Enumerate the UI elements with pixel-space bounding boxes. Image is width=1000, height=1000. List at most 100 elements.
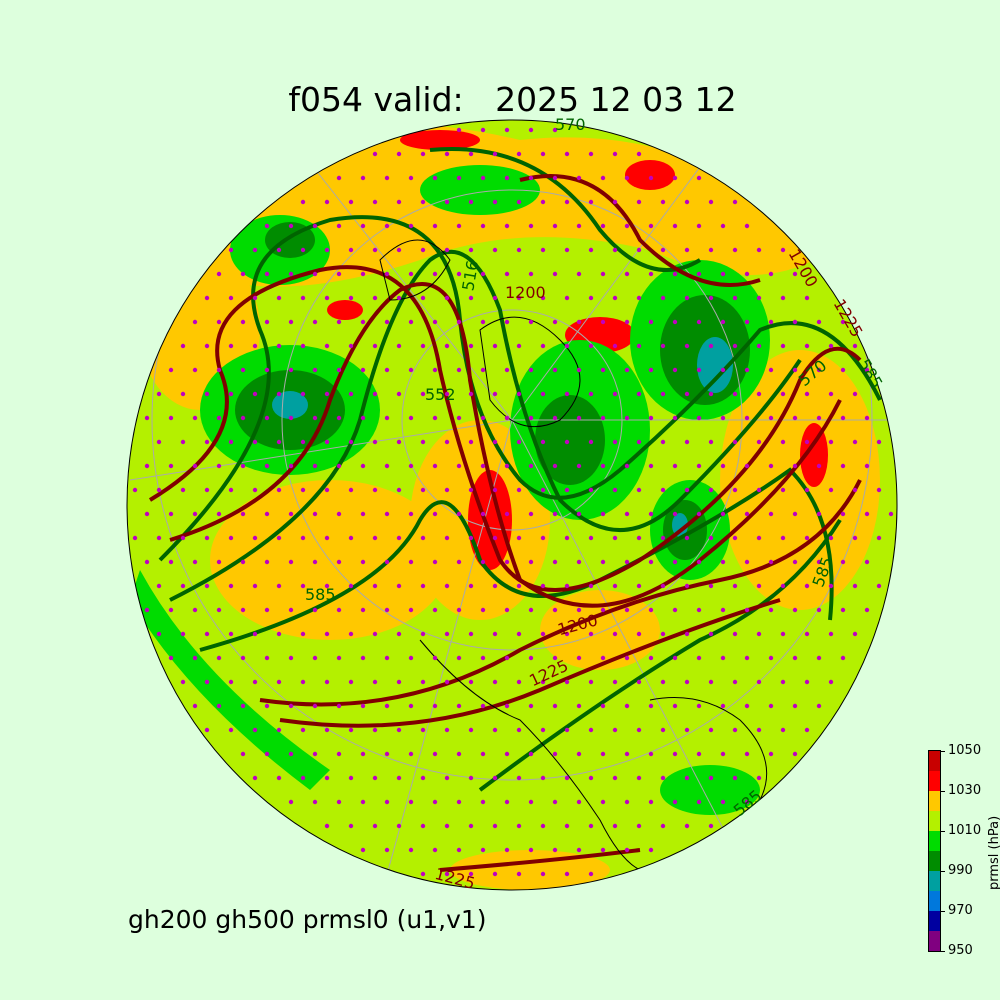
wind-vector-point [444, 247, 450, 253]
wind-vector-point [492, 151, 498, 157]
wind-vector-point [744, 607, 750, 613]
wind-vector-point [684, 583, 690, 589]
wind-vector-point [648, 799, 654, 805]
wind-vector-point [288, 559, 294, 565]
wind-vector-point [372, 679, 378, 685]
wind-vector-point [528, 751, 534, 757]
wind-vector-point [324, 247, 330, 253]
wind-vector-point [420, 727, 426, 733]
wind-vector-point [840, 511, 846, 517]
wind-vector-point [528, 175, 534, 181]
wind-vector-point [732, 247, 738, 253]
wind-vector-point [288, 607, 294, 613]
wind-vector-point [780, 391, 786, 397]
wind-vector-point [564, 775, 570, 781]
wind-vector-point [804, 343, 810, 349]
wind-vector-point [696, 559, 702, 565]
wind-vector-point [624, 799, 630, 805]
wind-vector-point [432, 271, 438, 277]
colorbar-swatch [929, 831, 940, 851]
wind-vector-point [768, 655, 774, 661]
wind-vector-point [576, 799, 582, 805]
wind-vector-point [180, 391, 186, 397]
wind-vector-point [696, 271, 702, 277]
wind-vector-point [672, 463, 678, 469]
map-boundary [126, 119, 898, 891]
wind-vector-point [240, 367, 246, 373]
wind-vector-point [672, 175, 678, 181]
wind-vector-point [528, 463, 534, 469]
wind-vector-point [264, 703, 270, 709]
wind-vector-point [588, 535, 594, 541]
wind-vector-point [216, 559, 222, 565]
wind-vector-point [648, 319, 654, 325]
wind-vector-point [264, 463, 270, 469]
wind-vector-point [312, 607, 318, 613]
wind-vector-point [648, 415, 654, 421]
wind-vector-point [444, 775, 450, 781]
wind-vector-point [456, 175, 462, 181]
wind-vector-point [624, 223, 630, 229]
wind-vector-point [252, 295, 258, 301]
wind-vector-point [384, 175, 390, 181]
wind-vector-point [384, 607, 390, 613]
wind-vector-point [576, 223, 582, 229]
wind-vector-point [684, 343, 690, 349]
wind-vector-point [324, 439, 330, 445]
wind-vector-point [540, 823, 546, 829]
wind-vector-point [672, 511, 678, 517]
wind-vector-point [444, 151, 450, 157]
wind-vector-point [300, 727, 306, 733]
wind-vector-point [756, 439, 762, 445]
wind-vector-point [552, 559, 558, 565]
wind-vector-point [552, 463, 558, 469]
wind-vector-point [180, 679, 186, 685]
colorbar [928, 750, 941, 952]
wind-vector-point [792, 511, 798, 517]
wind-vector-point [528, 799, 534, 805]
wind-vector-point [348, 391, 354, 397]
wind-vector-point [564, 391, 570, 397]
wind-vector-point [288, 367, 294, 373]
wind-vector-point [504, 703, 510, 709]
wind-vector-point [420, 199, 426, 205]
wind-vector-point [504, 463, 510, 469]
wind-vector-point [600, 607, 606, 613]
wind-vector-point [744, 559, 750, 565]
wind-vector-point [540, 247, 546, 253]
wind-vector-point [720, 223, 726, 229]
wind-vector-point [408, 847, 414, 853]
wind-vector-point [864, 463, 870, 469]
wind-vector-point [756, 343, 762, 349]
wind-vector-point [300, 631, 306, 637]
wind-vector-point [492, 631, 498, 637]
wind-vector-point [444, 727, 450, 733]
wind-vector-point [252, 631, 258, 637]
wind-vector-point [264, 271, 270, 277]
wind-vector-point [276, 727, 282, 733]
wind-vector-point [456, 463, 462, 469]
wind-vector-point [540, 199, 546, 205]
wind-vector-point [648, 223, 654, 229]
wind-vector-point [696, 463, 702, 469]
wind-vector-point [828, 487, 834, 493]
wind-vector-point [300, 775, 306, 781]
wind-vector-point [768, 463, 774, 469]
wind-vector-point [336, 511, 342, 517]
wind-vector-point [684, 391, 690, 397]
wind-vector-point [732, 679, 738, 685]
wind-vector-point [816, 367, 822, 373]
wind-vector-point [444, 439, 450, 445]
wind-vector-point [360, 511, 366, 517]
wind-vector-point [540, 295, 546, 301]
wind-vector-point [384, 751, 390, 757]
wind-vector-point [384, 559, 390, 565]
wind-vector-point [600, 703, 606, 709]
wind-vector-point [540, 439, 546, 445]
wind-vector-point [588, 487, 594, 493]
wind-vector-point [324, 775, 330, 781]
wind-vector-point [504, 511, 510, 517]
wind-vector-point [768, 511, 774, 517]
wind-vector-point [660, 535, 666, 541]
wind-vector-point [792, 271, 798, 277]
